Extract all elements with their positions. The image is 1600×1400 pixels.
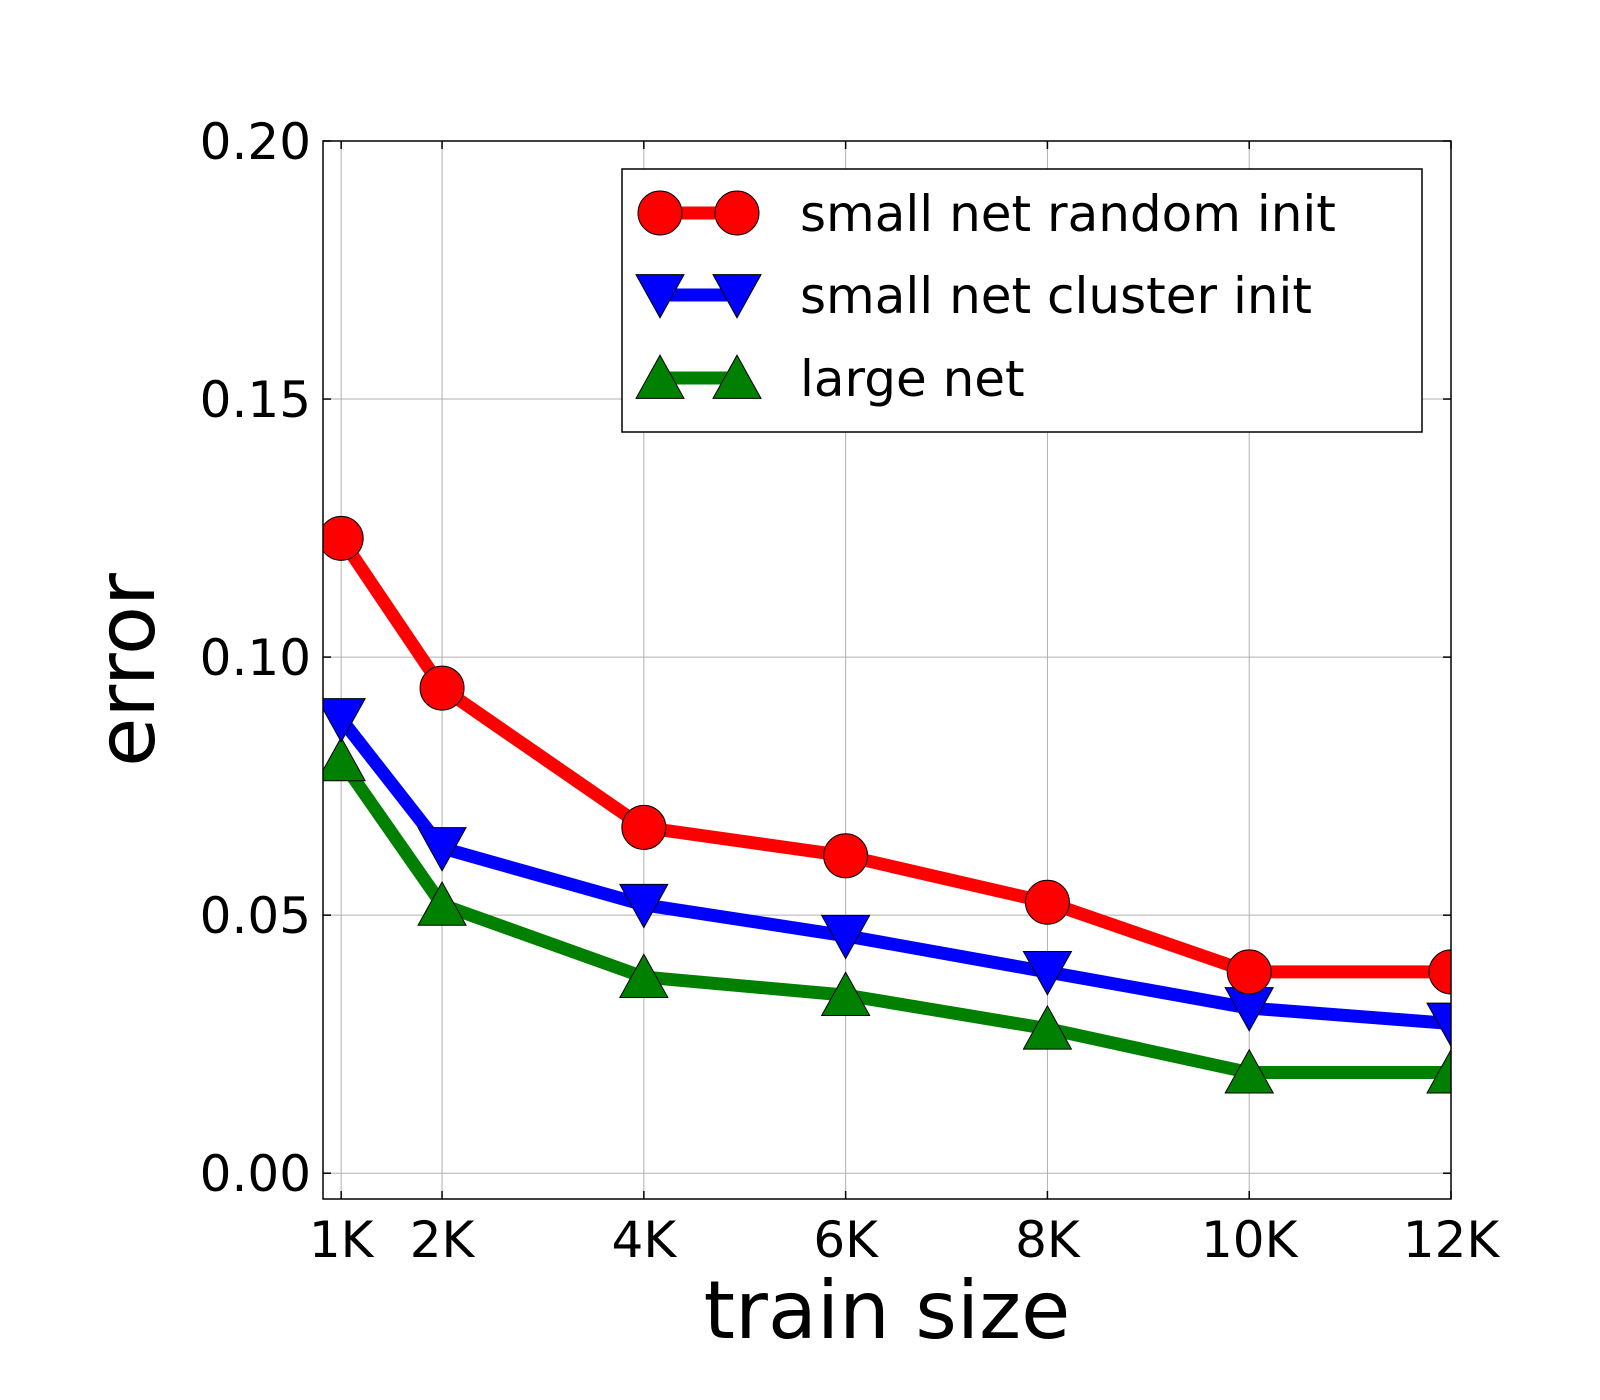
x-tick-label: 2K xyxy=(410,1211,476,1269)
y-tick-label: 0.10 xyxy=(200,629,311,687)
data-point xyxy=(1224,1048,1275,1094)
data-point xyxy=(323,698,367,743)
data-point xyxy=(820,971,871,1017)
data-point xyxy=(1428,949,1451,995)
legend-marker xyxy=(635,274,685,319)
data-point xyxy=(618,953,669,998)
x-tick-label: 6K xyxy=(813,1211,879,1269)
legend-marker xyxy=(712,354,762,399)
data-point xyxy=(1022,1004,1073,1050)
x-axis-title: train size xyxy=(704,1264,1071,1357)
x-tick-label: 10K xyxy=(1201,1211,1299,1269)
tick-labels: 1K 2K 4K 6K 8K 10K 12K 0.00 0.05 0.10 0.15 0.20 xyxy=(200,113,1501,1269)
series-small-net-random-init xyxy=(323,515,1451,995)
legend-entry-large-net: large net xyxy=(635,350,1025,408)
legend-entries: small net random init small net cluster i… xyxy=(635,185,1336,408)
data-point xyxy=(1226,949,1272,995)
legend-entry-small-net-random-init: small net random init xyxy=(637,185,1336,243)
legend-marker xyxy=(714,190,760,236)
legend-label: small net cluster init xyxy=(800,267,1312,325)
y-tick-label: 0.00 xyxy=(200,1145,311,1203)
plot-frame xyxy=(322,140,1452,1200)
data-point xyxy=(1426,1048,1451,1094)
data-point xyxy=(417,827,467,872)
data-point xyxy=(1024,879,1070,925)
data-point xyxy=(823,833,869,879)
data-point xyxy=(417,880,467,926)
ticks xyxy=(323,140,1452,1199)
data-point xyxy=(1426,1002,1451,1048)
x-tick-label: 1K xyxy=(309,1211,375,1269)
data-point xyxy=(1022,951,1073,996)
legend-marker xyxy=(712,274,762,319)
legend-entry-small-net-cluster-init: small net cluster init xyxy=(635,267,1312,325)
y-axis-title: error xyxy=(80,573,173,767)
x-tick-label: 4K xyxy=(612,1211,678,1269)
series-small-net-cluster-init xyxy=(323,698,1451,1048)
series-layer xyxy=(323,515,1451,1094)
x-tick-label: 12K xyxy=(1403,1211,1501,1269)
data-point xyxy=(820,914,871,960)
data-point xyxy=(419,665,465,711)
series-large-net xyxy=(323,736,1451,1094)
y-tick-label: 0.15 xyxy=(200,371,311,429)
y-tick-label: 0.20 xyxy=(200,113,311,171)
legend-label: large net xyxy=(800,350,1025,408)
legend-marker xyxy=(637,190,683,236)
y-tick-label: 0.05 xyxy=(200,887,311,945)
data-point xyxy=(621,804,667,850)
legend-label: small net random init xyxy=(800,185,1336,243)
legend: small net random init small net cluster i… xyxy=(621,168,1423,433)
x-tick-label: 8K xyxy=(1015,1211,1081,1269)
data-point xyxy=(323,736,367,782)
data-point xyxy=(323,515,364,561)
legend-marker xyxy=(635,354,685,399)
data-point xyxy=(618,883,669,929)
